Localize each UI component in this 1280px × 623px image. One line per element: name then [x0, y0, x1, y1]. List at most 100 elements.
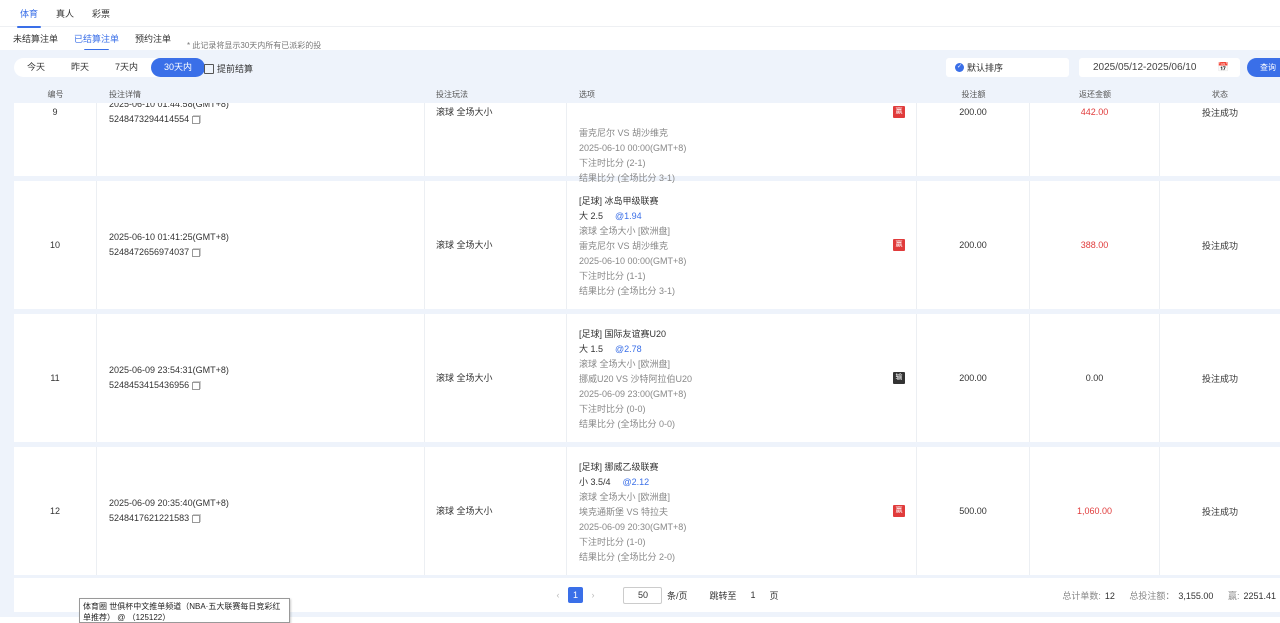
bet-option: [足球] 挪威乙级联赛小 3.5/4 @2.12 滚球 全场大小 [欧洲盘] 埃克通斯… [567, 447, 917, 575]
option-line: 下注时比分 (1-0) [579, 537, 646, 547]
table-body[interactable]: 9 2025-06-10 01:44:58(GMT+8) 524847329441… [14, 103, 1280, 575]
col-play: 投注玩法 [436, 89, 468, 99]
pick: 大 2.5 @1.94 [579, 209, 916, 224]
row-number: 12 [14, 447, 97, 575]
copy-icon[interactable] [192, 248, 201, 257]
return-value: 0.00 [1085, 373, 1104, 383]
per-page-label: 条/页 [667, 590, 688, 601]
option-line: 挪威U20 VS 沙特阿拉伯U20 [579, 374, 693, 384]
option-line: 结果比分 (全场比分 0-0) [579, 419, 676, 429]
tab-sports[interactable]: 体育 [16, 8, 42, 28]
stake: 200.00 [917, 181, 1030, 309]
option-line: 埃克通斯堡 VS 特拉夫 [579, 507, 669, 517]
league: [足球] 国际友谊赛U20 [579, 329, 667, 339]
bet-option: [足球] 国际友谊赛U20 大 1.5 @2.78 滚球 全场大小 [欧洲盘] 挪威U2… [567, 314, 917, 442]
count-label: 总计单数: [1062, 590, 1101, 601]
return-amount: 388.00 [1030, 181, 1160, 309]
option-line: 结果比分 (全场比分 3-1) [579, 173, 676, 183]
tab-unsettled[interactable]: 未结算注单 [13, 34, 59, 44]
stake-value: 200.00 [959, 373, 987, 383]
odds: @2.78 [615, 344, 642, 354]
option-line: 结果比分 (全场比分 3-1) [579, 286, 676, 296]
copy-icon[interactable] [192, 381, 201, 390]
bet-play: 滚球 全场大小 [425, 181, 567, 309]
bet-play: 滚球 全场大小 [425, 314, 567, 442]
page-1-button[interactable]: 1 [568, 587, 583, 603]
bet-status-tabs: 未结算注单 已结算注单 预约注单 * 此记录将显示30天内所有已派彩的投 [0, 27, 1280, 51]
early-settle-checkbox[interactable]: 提前结算 [204, 62, 253, 75]
early-settle-label: 提前结算 [217, 64, 254, 74]
status: 投注成功 [1160, 447, 1280, 575]
win-value: 2251.41 [1243, 590, 1276, 601]
tab-lottery[interactable]: 彩票 [92, 8, 111, 19]
play-value: 滚球 全场大小 [436, 239, 493, 250]
product-tabs: 体育 真人 彩票 [0, 0, 1280, 28]
pick-value: 大 1.5 [579, 344, 604, 354]
date-range-input[interactable]: 2025/05/12-2025/06/10 📅 [1079, 58, 1240, 77]
return-amount: 442.00 [1030, 103, 1160, 176]
table-row: 11 2025-06-09 23:54:31(GMT+8) 52484534154… [14, 314, 1280, 442]
range-today[interactable]: 今天 [27, 62, 46, 72]
bet-time: 2025-06-09 20:35:40(GMT+8) [109, 498, 229, 508]
stake: 200.00 [917, 103, 1030, 176]
prev-page-button[interactable]: ‹ [556, 590, 560, 600]
range-yesterday[interactable]: 昨天 [71, 62, 90, 72]
status-value: 投注成功 [1201, 373, 1238, 384]
tooltip-line: 单推荐） @ （125122） [83, 613, 171, 622]
play-value: 滚球 全场大小 [436, 106, 493, 117]
table-footer: ‹ 1 › 50 条/页 跳转至 1 页 总计单数: 12 总投注额： 3,155.… [14, 578, 1280, 612]
table-header: 编号 投注详情 投注玩法 选项 投注额 返还金额 状态 [14, 85, 1280, 103]
return-value: 1,060.00 [1076, 506, 1113, 516]
col-status: 状态 [1212, 89, 1228, 99]
option-line: 雷克尼尔 VS 胡沙维克 [579, 128, 669, 138]
odds: @1.94 [615, 211, 642, 221]
status-value: 投注成功 [1201, 107, 1238, 118]
bet-details: 2025-06-10 01:41:25(GMT+8) 52484726569740… [97, 181, 425, 309]
tab-reserved[interactable]: 预约注单 [135, 34, 172, 44]
stake-value: 200.00 [959, 107, 987, 117]
stake-value: 200.00 [959, 240, 987, 250]
status: 投注成功 [1160, 181, 1280, 309]
bet-details: 2025-06-10 01:44:58(GMT+8) 52484732944145… [97, 103, 425, 176]
option-line: 2025-06-09 23:00(GMT+8) [579, 389, 687, 399]
return-amount: 1,060.00 [1030, 447, 1160, 575]
sort-select[interactable]: ✓ 默认排序 [946, 58, 1069, 77]
option-line: 2025-06-10 00:00(GMT+8) [579, 256, 687, 266]
row-number: 10 [14, 181, 97, 309]
stake-value: 3,155.00 [1178, 590, 1214, 601]
next-page-button[interactable]: › [591, 590, 595, 600]
option-line: 雷克尼尔 VS 胡沙维克 [579, 241, 669, 251]
return-amount: 0.00 [1030, 314, 1160, 442]
calendar-icon[interactable]: 📅 [1217, 62, 1229, 72]
date-range-selector: 今天 昨天 7天内 30天内 [14, 58, 206, 77]
range-7days[interactable]: 7天内 [115, 62, 139, 72]
pick: 大 1.5 @2.78 [579, 342, 916, 357]
filter-bar: 今天 昨天 7天内 30天内 提前结算 ✓ 默认排序 2025/05/12-202… [0, 50, 1280, 85]
col-stake: 投注额 [961, 89, 986, 99]
tab-live-casino[interactable]: 真人 [56, 8, 75, 19]
tab-settled[interactable]: 已结算注单 [74, 34, 120, 51]
bet-option: 雷克尼尔 VS 胡沙维克 2025-06-10 00:00(GMT+8) 下注时比分… [567, 103, 917, 183]
page-unit-label: 页 [769, 590, 779, 601]
jump-label: 跳转至 [709, 590, 737, 601]
win-label: 赢: [1227, 590, 1240, 601]
copy-icon[interactable] [192, 514, 201, 523]
bet-id-value: 5248453415436956 [109, 380, 190, 390]
option-line: 滚球 全场大小 [欧洲盘] [579, 492, 671, 502]
bet-play: 滚球 全场大小 [425, 447, 567, 575]
tooltip: 体育圈 世俱杯中文推单频道（NBA·五大联赛每日竞彩红 单推荐） @ （1251… [79, 598, 290, 623]
page-size-input[interactable]: 50 [623, 586, 662, 604]
option-line: 滚球 全场大小 [欧洲盘] [579, 359, 671, 369]
range-30days[interactable]: 30天内 [151, 58, 206, 77]
copy-icon[interactable] [192, 115, 201, 124]
bet-time: 2025-06-09 23:54:31(GMT+8) [109, 365, 229, 375]
query-button[interactable]: 查询 [1247, 58, 1280, 77]
checkbox-icon[interactable] [204, 63, 214, 74]
bet-time: 2025-06-10 01:44:58(GMT+8) [109, 103, 229, 109]
play-value: 滚球 全场大小 [436, 372, 493, 383]
jump-input[interactable]: 1 [750, 590, 756, 600]
bet-time: 2025-06-10 01:41:25(GMT+8) [109, 232, 229, 242]
bet-id-value: 5248473294414554 [109, 114, 190, 124]
col-return: 返还金额 [1079, 89, 1111, 99]
option-line: 结果比分 (全场比分 2-0) [579, 552, 676, 562]
